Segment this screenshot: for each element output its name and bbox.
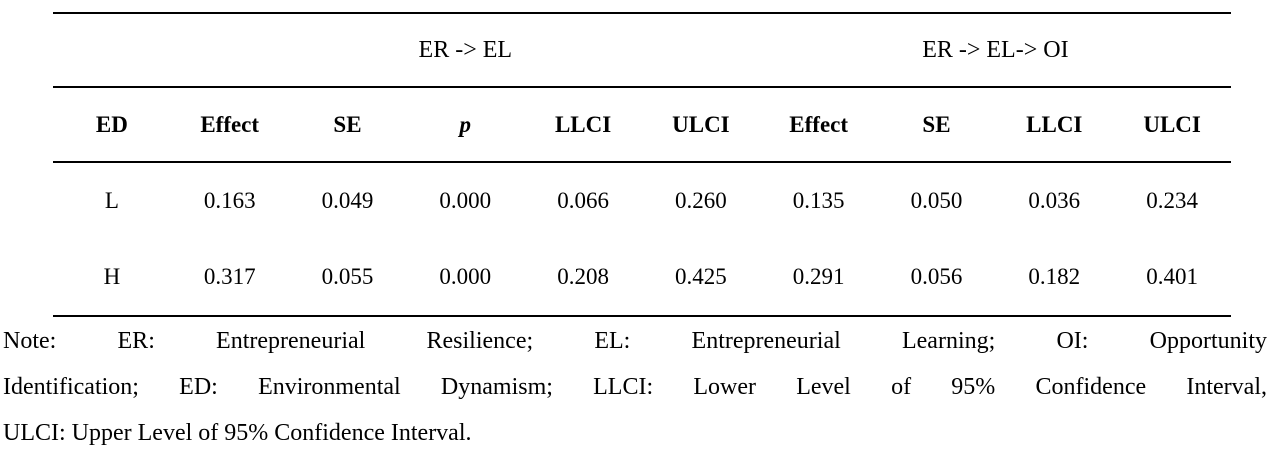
- col-header-ulci-1: ULCI: [641, 87, 760, 163]
- cell-llci-1-l: 0.066: [557, 188, 609, 213]
- table-note-line-2: Identification; ED: Environmental Dynami…: [3, 374, 1267, 400]
- table-note-line-1: Note: ER: Entrepreneurial Resilience; EL…: [3, 328, 1267, 354]
- cell-p-h: 0.000: [406, 239, 525, 317]
- cell-ulci-2-h: 0.401: [1113, 239, 1231, 317]
- path-header-er-el-oi: ER -> EL-> OI: [759, 12, 1231, 88]
- cell-se-1-h: 0.055: [288, 239, 407, 317]
- cell-effect-2-h: 0.291: [759, 239, 878, 317]
- cell-ulci-1-h: 0.425: [641, 239, 760, 317]
- table-row-l: L 0.163 0.049 0.000 0.066 0.260 0.135 0.…: [53, 162, 1231, 239]
- cell-p-l: 0.000: [439, 188, 492, 213]
- cell-ulci-1-l: 0.260: [675, 188, 727, 213]
- cell-effect-2-l: 0.135: [792, 188, 845, 213]
- cell-llci-1-h: 0.208: [524, 239, 642, 317]
- cell-ed-h: H: [53, 239, 171, 317]
- col-header-effect-1: Effect: [170, 87, 289, 163]
- empty-corner-cell: [53, 12, 171, 88]
- col-header-se-1: SE: [288, 87, 407, 163]
- table-note-line-3: ULCI: Upper Level of 95% Confidence Inte…: [3, 420, 472, 446]
- col-header-llci-2: LLCI: [995, 87, 1114, 163]
- column-header-row: ED Effect SE p LLCI ULCI Effect SE LLCI …: [53, 87, 1231, 163]
- cell-ulci-2-l: 0.234: [1146, 188, 1198, 213]
- cell-se-2-l: 0.050: [910, 188, 963, 213]
- table-note: Note: ER: Entrepreneurial Resilience; EL…: [0, 318, 1271, 456]
- cell-llci-2-h: 0.182: [995, 239, 1114, 317]
- cell-effect-1-l: 0.163: [203, 188, 256, 213]
- paper-page: ER -> EL ER -> EL-> OI ED Effect SE p LL…: [0, 12, 1278, 462]
- path-header-er-el: ER -> EL: [170, 12, 760, 88]
- table-row-h: H 0.317 0.055 0.000 0.208 0.425 0.291 0.…: [53, 239, 1231, 317]
- col-header-effect-2: Effect: [759, 87, 878, 163]
- col-header-ulci-2: ULCI: [1113, 87, 1231, 163]
- col-header-se-2: SE: [877, 87, 996, 163]
- cell-effect-1-h: 0.317: [170, 239, 289, 317]
- cell-llci-2-l: 0.036: [1028, 188, 1081, 213]
- moderated-mediation-table: ER -> EL ER -> EL-> OI ED Effect SE p LL…: [53, 12, 1231, 317]
- cell-se-2-h: 0.056: [877, 239, 996, 317]
- cell-se-1-l: 0.049: [321, 188, 374, 213]
- cell-ed-l: L: [104, 188, 119, 213]
- col-header-p: p: [406, 87, 525, 163]
- path-header-row: ER -> EL ER -> EL-> OI: [53, 12, 1231, 88]
- col-header-llci-1: LLCI: [524, 87, 642, 163]
- col-header-ed: ED: [53, 87, 171, 163]
